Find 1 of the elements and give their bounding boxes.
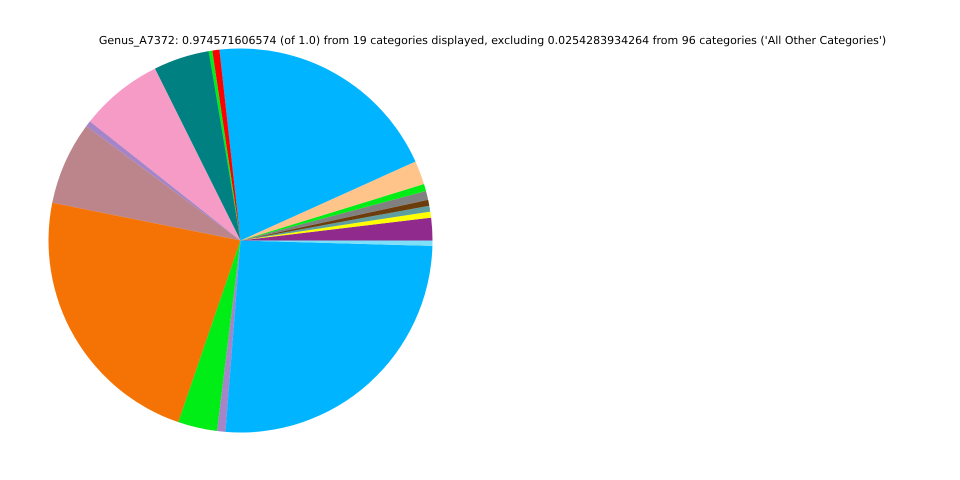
text: Genus_A7372: 0.974571606574 (of 1.0) from 19 categories displayed, excluding 0.0254283934264 from 96 categories ('All Other Categories')	[98, 34, 886, 47]
